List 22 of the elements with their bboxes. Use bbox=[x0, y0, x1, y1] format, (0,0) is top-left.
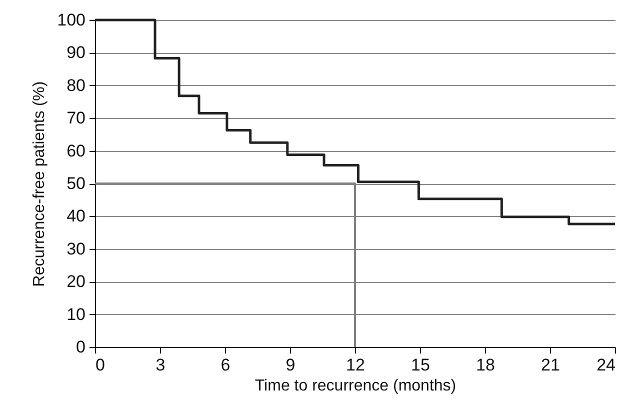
y-tick-label: 0 bbox=[76, 338, 86, 356]
y-tick-label: 20 bbox=[66, 272, 86, 292]
y-tick-label: 60 bbox=[66, 141, 86, 160]
y-tick-label: 90 bbox=[66, 43, 86, 62]
y-axis-title: Recurrence-free patients (%) bbox=[31, 81, 48, 287]
x-tick-label: 9 bbox=[286, 356, 296, 374]
x-tick-label: 3 bbox=[156, 356, 166, 374]
x-tick-label: 21 bbox=[541, 356, 560, 374]
x-tick-label: 24 bbox=[596, 356, 616, 374]
y-tick-label: 80 bbox=[66, 76, 86, 95]
x-tick-label: 12 bbox=[346, 356, 365, 374]
y-tick-label: 50 bbox=[66, 174, 86, 193]
y-tick-label: 40 bbox=[66, 206, 86, 226]
y-tick-label: 10 bbox=[66, 304, 86, 324]
x-tick-label: 6 bbox=[220, 356, 230, 374]
x-tick-label: 0 bbox=[96, 356, 105, 374]
x-tick-label: 18 bbox=[476, 356, 495, 374]
x-axis-title: Time to recurrence (months) bbox=[254, 378, 456, 394]
x-tick-label: 15 bbox=[411, 356, 430, 374]
y-tick-label: 70 bbox=[66, 108, 86, 128]
y-tick-label: 30 bbox=[66, 239, 86, 258]
y-tick-label: 100 bbox=[57, 10, 86, 30]
